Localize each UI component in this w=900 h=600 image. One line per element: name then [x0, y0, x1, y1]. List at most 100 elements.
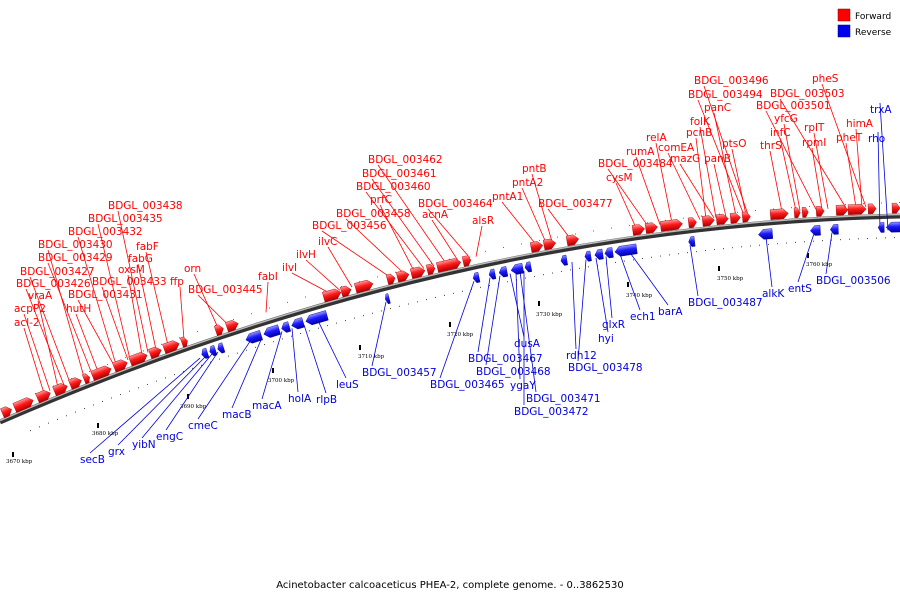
gene-label-bdgl-003435[interactable]: BDGL_003435: [88, 213, 163, 225]
reverse-gene-glyph[interactable]: [688, 236, 696, 247]
reverse-gene-glyph[interactable]: [384, 293, 391, 305]
reverse-gene-glyph[interactable]: [885, 221, 900, 233]
reverse-gene-glyph[interactable]: [472, 272, 481, 283]
gene-label-bdgl-003478[interactable]: BDGL_003478: [568, 362, 643, 374]
forward-gene-glyph[interactable]: [867, 203, 877, 215]
forward-gene-glyph[interactable]: [891, 202, 900, 214]
gene-label-yibn[interactable]: yibN: [132, 439, 156, 451]
forward-gene-glyph[interactable]: [225, 319, 240, 333]
forward-gene-glyph[interactable]: [769, 208, 789, 220]
reverse-gene-glyph[interactable]: [830, 224, 839, 235]
reverse-gene-glyph[interactable]: [510, 262, 525, 275]
forward-gene-glyph[interactable]: [339, 285, 352, 298]
reverse-gene-glyph[interactable]: [758, 228, 774, 240]
forward-gene-glyph[interactable]: [461, 255, 472, 267]
gene-label-bdgl-003430[interactable]: BDGL_003430: [38, 239, 113, 251]
reverse-gene-glyph[interactable]: [584, 250, 592, 262]
gene-label-rlpb[interactable]: rlpB: [316, 394, 337, 406]
reverse-gene-glyph[interactable]: [810, 225, 821, 236]
forward-gene-glyph[interactable]: [112, 358, 129, 373]
reverse-gene-glyph[interactable]: [560, 254, 568, 266]
forward-gene-glyph[interactable]: [565, 234, 580, 247]
gene-label-bdgl-003427[interactable]: BDGL_003427: [20, 266, 95, 278]
gene-label-vraa[interactable]: vraA: [28, 290, 53, 302]
forward-gene-glyph[interactable]: [322, 288, 342, 303]
forward-gene-glyph[interactable]: [12, 396, 35, 413]
gene-label-ents[interactable]: entS: [788, 283, 812, 295]
gene-label-rpmi[interactable]: rpmI: [802, 137, 826, 149]
forward-gene-glyph[interactable]: [90, 364, 113, 381]
forward-gene-glyph[interactable]: [81, 373, 91, 385]
gene-label-ffp[interactable]: ffp: [170, 276, 184, 288]
gene-label-phet[interactable]: pheT: [836, 132, 863, 144]
gene-label-rela[interactable]: relA: [646, 132, 667, 144]
gene-label-bdgl-003456[interactable]: BDGL_003456: [312, 220, 387, 232]
gene-label-engc[interactable]: engC: [156, 431, 183, 443]
gene-label-ptso[interactable]: ptsO: [722, 138, 747, 150]
gene-label-fabi[interactable]: fabI: [258, 271, 278, 283]
forward-gene-glyph[interactable]: [213, 324, 225, 336]
gene-label-trxa[interactable]: trxA: [870, 104, 892, 116]
gene-label-fabf[interactable]: fabF: [136, 241, 159, 253]
forward-gene-glyph[interactable]: [162, 339, 180, 354]
gene-label-grx[interactable]: grx: [108, 446, 125, 458]
gene-label-bdgl-003457[interactable]: BDGL_003457: [362, 367, 437, 379]
gene-label-phes[interactable]: pheS: [812, 73, 839, 85]
gene-label-alkk[interactable]: alkK: [762, 288, 785, 300]
reverse-gene-glyph[interactable]: [614, 243, 638, 257]
gene-label-bdgl-003460[interactable]: BDGL_003460: [356, 181, 431, 193]
gene-label-ygay[interactable]: ygaY: [510, 380, 536, 392]
forward-gene-glyph[interactable]: [542, 238, 557, 251]
forward-gene-glyph[interactable]: [741, 211, 751, 223]
gene-label-comea[interactable]: comEA: [658, 142, 695, 154]
reverse-gene-glyph[interactable]: [244, 330, 263, 344]
reverse-gene-glyph[interactable]: [604, 247, 614, 259]
gene-label-bdgl-003477[interactable]: BDGL_003477: [538, 198, 613, 210]
gene-label-bdgl-003429[interactable]: BDGL_003429: [38, 252, 113, 264]
gene-label-bdgl-003462[interactable]: BDGL_003462: [368, 154, 443, 166]
gene-label-panb[interactable]: panB: [704, 153, 731, 165]
gene-label-prfc[interactable]: prfC: [370, 194, 392, 206]
forward-gene-glyph[interactable]: [35, 388, 53, 404]
gene-label-bdgl-003472[interactable]: BDGL_003472: [514, 406, 589, 418]
gene-label-secb[interactable]: secB: [80, 454, 105, 466]
gene-label-bdgl-003433[interactable]: BDGL_003433: [92, 276, 167, 288]
gene-label-folk[interactable]: folK: [690, 116, 711, 128]
forward-gene-glyph[interactable]: [701, 215, 715, 227]
gene-label-bara[interactable]: barA: [658, 306, 683, 318]
gene-label-rplt[interactable]: rplT: [804, 122, 825, 134]
gene-label-maca[interactable]: macA: [252, 400, 282, 412]
forward-gene-glyph[interactable]: [529, 240, 544, 253]
forward-gene-glyph[interactable]: [659, 219, 683, 232]
gene-label-rho[interactable]: rho: [868, 133, 885, 145]
forward-gene-glyph[interactable]: [793, 207, 801, 219]
forward-gene-glyph[interactable]: [68, 376, 83, 390]
gene-label-bdgl-003496[interactable]: BDGL_003496: [694, 75, 769, 87]
forward-gene-glyph[interactable]: [52, 381, 70, 397]
gene-label-panc[interactable]: panC: [704, 102, 731, 114]
gene-label-bdgl-003461[interactable]: BDGL_003461: [362, 168, 437, 180]
gene-label-bdgl-003445[interactable]: BDGL_003445: [188, 284, 263, 296]
reverse-gene-glyph[interactable]: [524, 261, 533, 273]
forward-gene-glyph[interactable]: [436, 257, 462, 273]
gene-label-ilvc[interactable]: ilvC: [318, 236, 337, 248]
gene-label-alsr[interactable]: alsR: [472, 215, 494, 227]
forward-gene-glyph[interactable]: [835, 204, 849, 216]
reverse-gene-glyph[interactable]: [216, 342, 226, 354]
forward-gene-glyph[interactable]: [687, 217, 697, 229]
forward-gene-glyph[interactable]: [801, 206, 809, 218]
gene-label-macb[interactable]: macB: [222, 409, 252, 421]
gene-label-ilvh[interactable]: ilvH: [296, 249, 316, 261]
gene-label-ilvi[interactable]: ilvI: [282, 262, 297, 274]
gene-label-bdgl-003438[interactable]: BDGL_003438: [108, 200, 183, 212]
gene-label-bdgl-003467[interactable]: BDGL_003467: [468, 353, 543, 365]
gene-label-bdgl-003484[interactable]: BDGL_003484: [598, 158, 673, 170]
gene-label-dusa[interactable]: dusA: [514, 338, 541, 350]
gene-label-pnta2[interactable]: pntA2: [512, 177, 543, 189]
gene-label-oxsm[interactable]: oxsM: [118, 264, 145, 276]
gene-label-rdh12[interactable]: rdh12: [566, 350, 597, 362]
gene-label-ech1[interactable]: ech1: [630, 311, 656, 323]
gene-label-bdgl-003468[interactable]: BDGL_003468: [476, 366, 551, 378]
forward-gene-glyph[interactable]: [847, 204, 867, 215]
gene-label-bdgl-003503[interactable]: BDGL_003503: [770, 88, 845, 100]
